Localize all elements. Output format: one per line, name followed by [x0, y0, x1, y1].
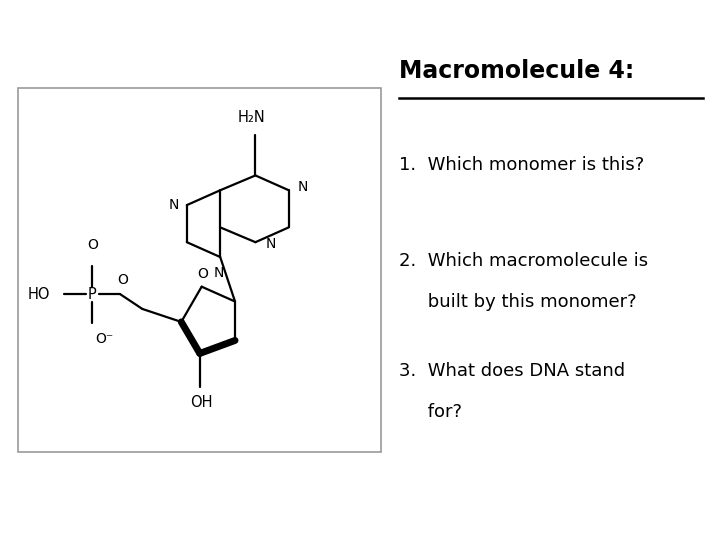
Text: H₂N: H₂N [238, 111, 266, 125]
Text: O⁻: O⁻ [95, 332, 113, 346]
Text: OH: OH [190, 395, 213, 410]
Text: O: O [117, 273, 128, 287]
Text: O: O [197, 267, 208, 281]
Text: N: N [168, 198, 179, 212]
Text: O: O [87, 238, 98, 252]
Text: N: N [297, 180, 308, 193]
Text: 3.  What does DNA stand: 3. What does DNA stand [399, 362, 625, 380]
Text: P: P [88, 287, 96, 302]
Text: HO: HO [28, 287, 50, 302]
Text: N: N [266, 237, 276, 251]
Text: 2.  Which macromolecule is: 2. Which macromolecule is [399, 252, 648, 270]
Text: Macromolecule 4:: Macromolecule 4: [399, 59, 634, 83]
Text: for?: for? [399, 403, 462, 421]
Text: built by this monomer?: built by this monomer? [399, 293, 636, 311]
Text: N: N [213, 266, 223, 280]
Text: 1.  Which monomer is this?: 1. Which monomer is this? [399, 156, 644, 173]
